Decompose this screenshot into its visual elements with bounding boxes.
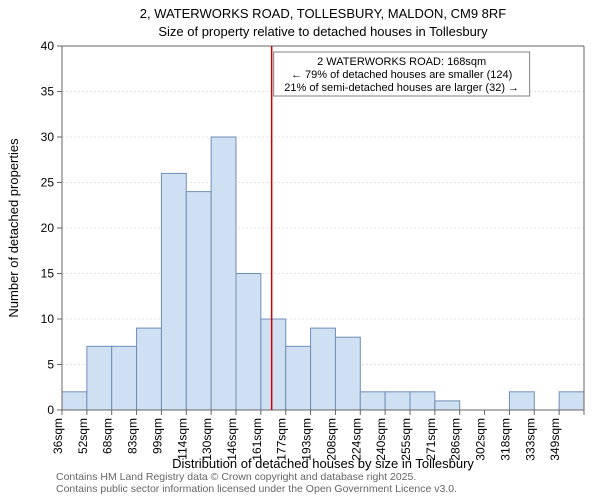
histogram-bar <box>261 319 286 410</box>
footer-line: Contains HM Land Registry data © Crown c… <box>56 471 416 483</box>
annotation-line: 2 WATERWORKS ROAD: 168sqm <box>317 56 486 68</box>
histogram-bar <box>112 346 137 410</box>
x-tick-label: 177sqm <box>275 418 289 461</box>
histogram-bar <box>335 337 360 410</box>
y-tick-label: 35 <box>41 85 55 99</box>
histogram-bar <box>286 346 311 410</box>
y-axis-label: Number of detached properties <box>6 138 21 318</box>
histogram-bar <box>211 137 236 410</box>
annotation-line: ← 79% of detached houses are smaller (12… <box>291 69 512 81</box>
footer-line: Contains public sector information licen… <box>56 483 457 495</box>
histogram-bar <box>87 346 112 410</box>
histogram-bar <box>62 392 87 410</box>
y-tick-label: 0 <box>47 403 54 417</box>
x-tick-label: 161sqm <box>250 418 264 461</box>
histogram-bar <box>509 392 534 410</box>
histogram-bar <box>360 392 385 410</box>
histogram-bar <box>385 392 410 410</box>
x-tick-label: 271sqm <box>424 418 438 461</box>
histogram-bar <box>559 392 584 410</box>
x-tick-label: 286sqm <box>449 418 463 461</box>
x-tick-label: 114sqm <box>175 418 189 460</box>
x-tick-label: 68sqm <box>101 418 115 454</box>
histogram-bar <box>186 192 211 410</box>
x-tick-label: 224sqm <box>349 418 363 461</box>
y-tick-label: 10 <box>41 312 55 326</box>
x-tick-label: 208sqm <box>324 418 338 461</box>
x-tick-label: 130sqm <box>200 418 214 461</box>
y-tick-label: 5 <box>47 358 54 372</box>
y-tick-label: 15 <box>41 267 55 281</box>
chart-title-line1: 2, WATERWORKS ROAD, TOLLESBURY, MALDON, … <box>140 6 507 21</box>
x-tick-label: 318sqm <box>498 418 512 461</box>
histogram-chart: 2, WATERWORKS ROAD, TOLLESBURY, MALDON, … <box>0 0 600 500</box>
histogram-bar <box>435 401 460 410</box>
x-tick-label: 349sqm <box>548 418 562 461</box>
y-tick-label: 40 <box>41 39 55 53</box>
x-tick-label: 333sqm <box>523 418 537 461</box>
chart-title-line2: Size of property relative to detached ho… <box>158 24 488 39</box>
chart-container: 2, WATERWORKS ROAD, TOLLESBURY, MALDON, … <box>0 0 600 500</box>
x-tick-label: 83sqm <box>126 418 140 454</box>
histogram-bar <box>311 328 336 410</box>
histogram-bar <box>161 173 186 410</box>
x-axis-label: Distribution of detached houses by size … <box>172 456 474 471</box>
x-tick-label: 52sqm <box>76 418 90 454</box>
x-tick-label: 240sqm <box>374 418 388 461</box>
y-tick-label: 20 <box>41 221 55 235</box>
x-tick-label: 255sqm <box>399 418 413 461</box>
y-tick-label: 25 <box>41 176 55 190</box>
y-tick-label: 30 <box>41 130 55 144</box>
histogram-bar <box>137 328 162 410</box>
x-tick-label: 36sqm <box>51 418 65 454</box>
annotation-line: 21% of semi-detached houses are larger (… <box>284 82 519 94</box>
x-tick-label: 193sqm <box>300 418 314 461</box>
x-tick-label: 99sqm <box>150 418 164 454</box>
histogram-bar <box>410 392 435 410</box>
histogram-bar <box>236 274 261 411</box>
x-tick-label: 146sqm <box>225 418 239 461</box>
x-tick-label: 302sqm <box>474 418 488 461</box>
